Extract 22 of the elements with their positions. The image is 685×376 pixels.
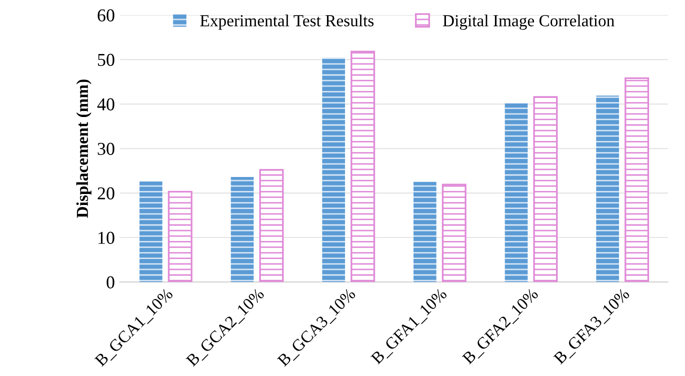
legend-label: Experimental Test Results — [200, 14, 374, 30]
bar — [350, 50, 376, 282]
bar — [442, 184, 466, 282]
y-tick-label: 30 — [98, 142, 114, 155]
bar — [504, 103, 528, 282]
y-axis-title: Displacement (mm) — [76, 80, 92, 218]
bar — [259, 169, 284, 282]
y-tick-label: 20 — [98, 187, 114, 200]
bar — [596, 96, 620, 282]
bar — [414, 182, 436, 282]
y-tick-label: 60 — [98, 9, 114, 22]
y-tick-label: 10 — [98, 232, 114, 244]
y-tick-label: 0 — [106, 276, 114, 288]
y-tick-label: 50 — [98, 54, 114, 66]
legend-label: Digital Image Correlation — [442, 14, 614, 30]
bar — [140, 181, 162, 282]
bar — [168, 190, 192, 282]
y-tick-label: 40 — [97, 98, 114, 110]
bar — [230, 176, 254, 282]
bar — [533, 96, 558, 282]
bar — [624, 77, 650, 282]
bar — [322, 58, 346, 282]
